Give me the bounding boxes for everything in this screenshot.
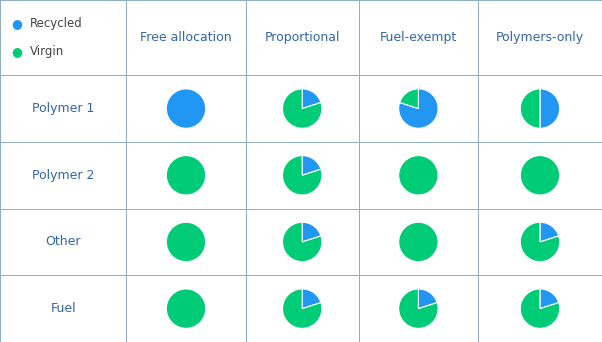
Wedge shape <box>282 289 322 328</box>
Wedge shape <box>540 222 559 242</box>
Text: ●: ● <box>11 17 22 30</box>
Wedge shape <box>400 89 418 109</box>
Wedge shape <box>520 289 560 328</box>
Text: Polymers-only: Polymers-only <box>496 31 584 44</box>
Text: Recycled: Recycled <box>30 17 83 30</box>
Wedge shape <box>540 289 559 309</box>
Text: Proportional: Proportional <box>264 31 340 44</box>
Wedge shape <box>399 289 438 328</box>
Wedge shape <box>418 289 437 309</box>
Wedge shape <box>302 89 321 109</box>
Wedge shape <box>540 89 560 128</box>
Wedge shape <box>166 89 206 128</box>
Text: Fuel: Fuel <box>51 302 76 315</box>
Wedge shape <box>282 156 322 195</box>
Text: Polymer 1: Polymer 1 <box>32 102 95 115</box>
Wedge shape <box>520 222 560 262</box>
Text: Free allocation: Free allocation <box>140 31 232 44</box>
Wedge shape <box>166 222 206 262</box>
Text: ●: ● <box>11 45 22 58</box>
Wedge shape <box>399 89 438 128</box>
Wedge shape <box>282 222 322 262</box>
Wedge shape <box>302 289 321 309</box>
Wedge shape <box>166 289 206 328</box>
Text: Other: Other <box>46 235 81 249</box>
Wedge shape <box>302 156 321 175</box>
Wedge shape <box>399 222 438 262</box>
Wedge shape <box>302 222 321 242</box>
Wedge shape <box>520 156 560 195</box>
Text: Fuel-exempt: Fuel-exempt <box>380 31 457 44</box>
Text: Polymer 2: Polymer 2 <box>32 169 95 182</box>
Wedge shape <box>282 89 322 128</box>
Wedge shape <box>166 156 206 195</box>
Wedge shape <box>520 89 540 128</box>
Text: Virgin: Virgin <box>30 45 64 58</box>
Wedge shape <box>399 156 438 195</box>
